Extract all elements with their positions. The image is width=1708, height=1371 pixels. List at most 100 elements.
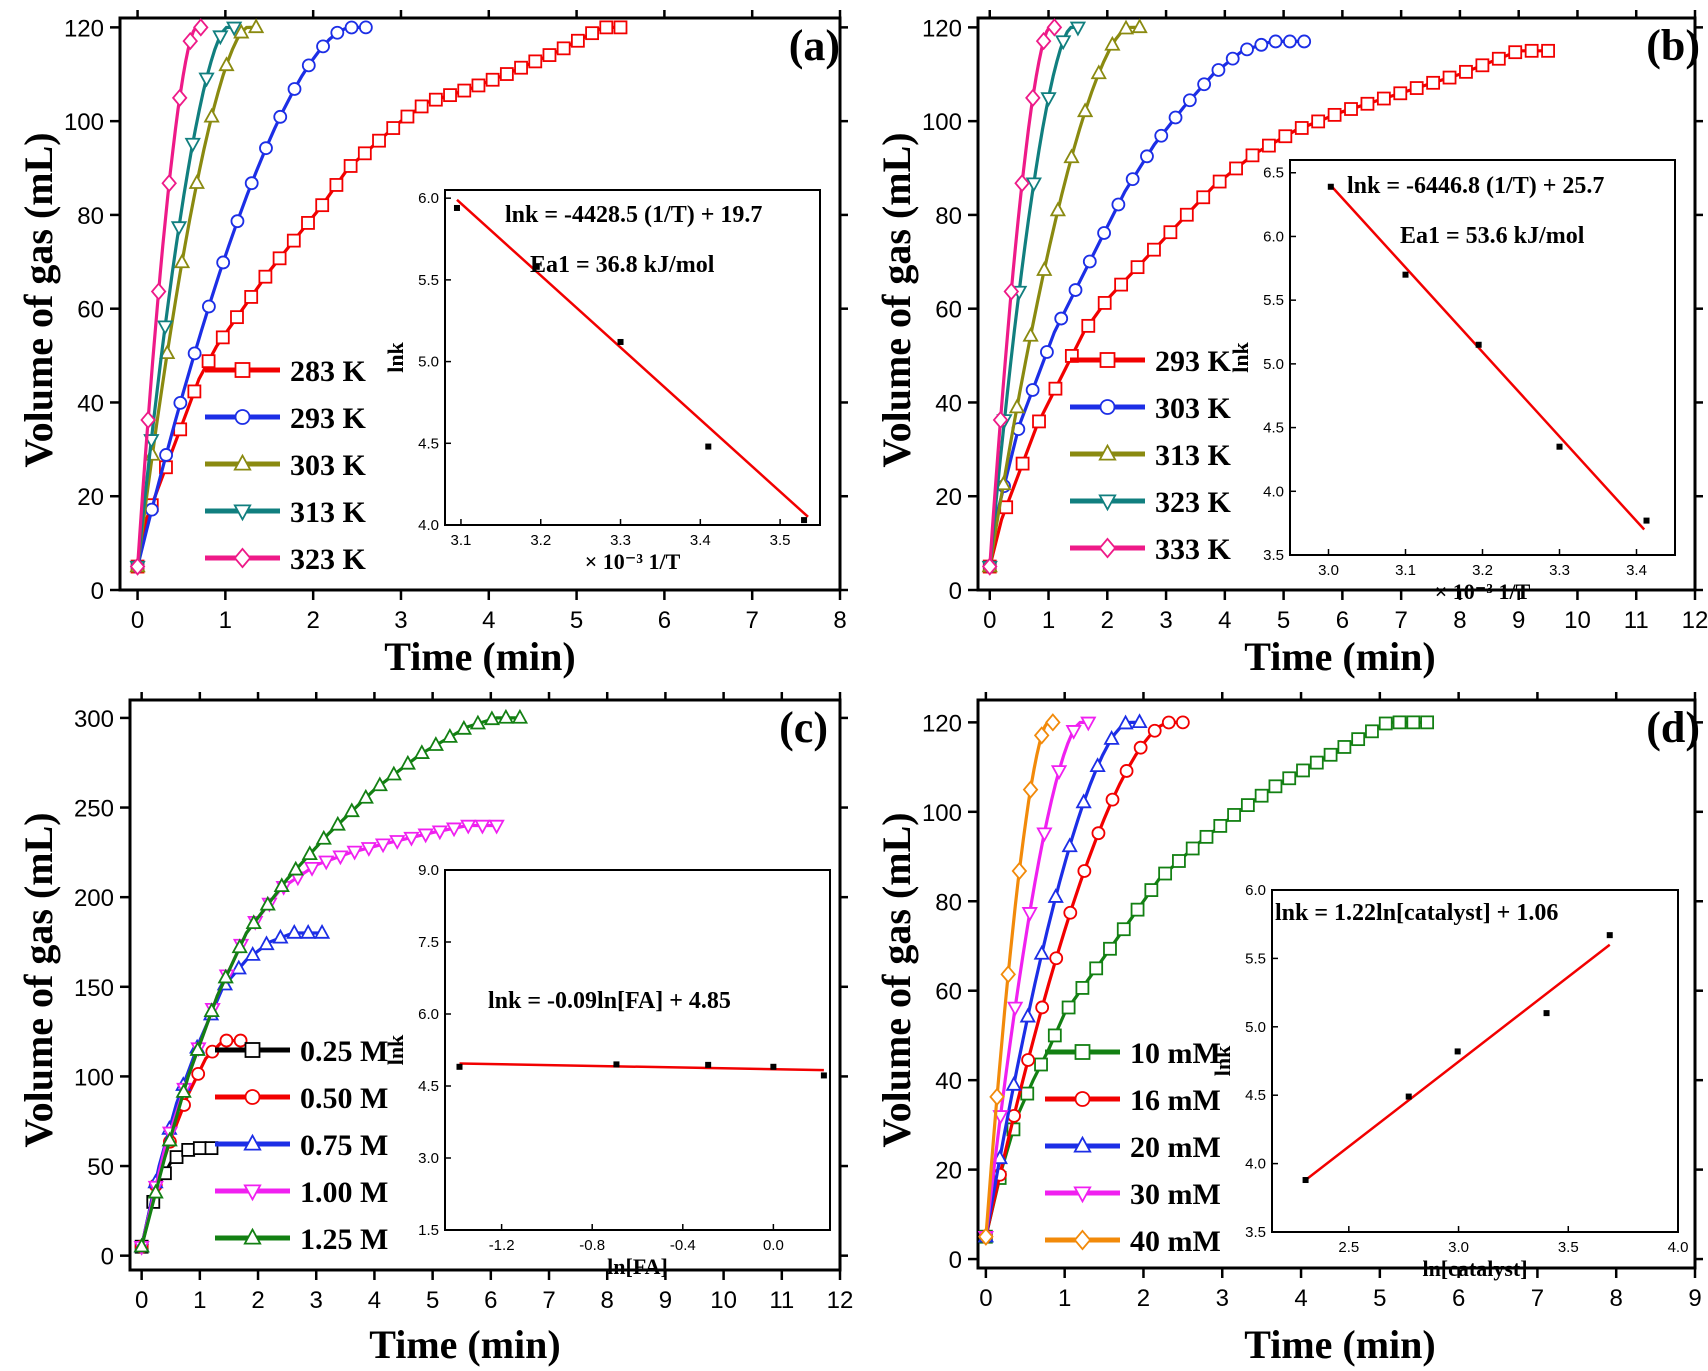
- data-point: [1117, 714, 1134, 730]
- data-point: [483, 710, 501, 726]
- data-point: [259, 895, 276, 911]
- y-tick-label: 300: [74, 706, 114, 733]
- data-point: [212, 30, 229, 46]
- inset-y-tick-label: 1.5: [418, 1222, 439, 1239]
- series-313-K: [981, 18, 1148, 573]
- data-point: [216, 255, 231, 270]
- data-point: [133, 1237, 150, 1253]
- series-line: [140, 716, 520, 1248]
- y-tick-label: 60: [935, 297, 962, 324]
- data-point: [1161, 715, 1176, 730]
- inset-data-point: [820, 1072, 827, 1079]
- legend-marker: [243, 1227, 262, 1245]
- data-point: [286, 923, 303, 939]
- legend-label: 10 mM: [1130, 1037, 1221, 1070]
- data-point: [1229, 161, 1243, 176]
- data-point: [1075, 793, 1092, 809]
- data-point: [181, 1143, 196, 1157]
- inset-y-tick-label: 4.0: [1245, 1156, 1266, 1173]
- data-point: [159, 344, 176, 360]
- inset-y-tick-label: 6.0: [418, 1006, 439, 1023]
- data-point: [215, 330, 230, 345]
- data-point: [244, 290, 259, 304]
- inset-frame: [1271, 889, 1679, 1233]
- y-tick-label: 80: [77, 203, 104, 230]
- data-point: [346, 845, 363, 861]
- data-point: [316, 39, 330, 54]
- inset-y-tick-label: 4.0: [1263, 483, 1284, 500]
- data-point: [1049, 201, 1066, 217]
- data-point: [1182, 93, 1197, 108]
- inset-x-tick-label: 3.2: [530, 532, 551, 549]
- x-tick-label: 9: [1512, 607, 1525, 634]
- inset-x-tick-label: 4.0: [1668, 1239, 1689, 1256]
- data-point: [1254, 788, 1269, 803]
- data-point: [999, 500, 1014, 515]
- data-point: [1344, 102, 1358, 116]
- legend-marker: [243, 1184, 262, 1202]
- inset-y-axis-title: lnk: [383, 1034, 408, 1065]
- legend-label: 0.50 M: [300, 1082, 388, 1115]
- inset-x-tick-label: -0.8: [579, 1237, 605, 1254]
- series-line: [136, 25, 621, 567]
- data-point: [1240, 798, 1255, 813]
- data-point: [1420, 715, 1435, 730]
- data-point: [389, 835, 406, 850]
- data-point: [1442, 70, 1457, 85]
- legend-label: 293 K: [1155, 345, 1232, 378]
- data-point: [1075, 981, 1090, 995]
- inset-frame: [444, 869, 831, 1231]
- data-point: [1376, 91, 1391, 106]
- data-point: [219, 1033, 234, 1048]
- data-point: [332, 850, 349, 866]
- data-point: [357, 788, 374, 804]
- x-tick-label: 7: [746, 607, 759, 634]
- data-point: [1105, 792, 1120, 807]
- data-point: [1040, 345, 1054, 359]
- y-tick-label: 120: [922, 15, 962, 42]
- data-point: [1089, 961, 1104, 976]
- inset-data-point: [1475, 341, 1482, 348]
- plot-frame: [976, 698, 1697, 1270]
- x-axis-title: Time (min): [369, 1322, 560, 1367]
- data-point: [992, 410, 1009, 430]
- data-point: [599, 20, 614, 35]
- legend-label: 1.25 M: [300, 1223, 388, 1256]
- data-point: [385, 765, 402, 781]
- data-point: [173, 422, 188, 437]
- inset-x-tick-label: 3.3: [1549, 562, 1570, 579]
- data-point: [344, 20, 359, 35]
- data-point: [301, 58, 316, 73]
- data-point: [1035, 31, 1052, 51]
- data-point: [258, 935, 275, 951]
- data-point: [1199, 829, 1214, 844]
- data-point: [1069, 21, 1087, 37]
- x-tick-label: 6: [484, 1287, 497, 1314]
- data-point: [230, 214, 245, 229]
- data-point: [1040, 92, 1057, 107]
- legend-label: 16 mM: [1130, 1084, 1221, 1117]
- data-point: [1172, 854, 1186, 868]
- data-point: [1262, 138, 1276, 153]
- data-point: [488, 819, 505, 835]
- data-point: [1213, 818, 1228, 833]
- legend-label: 313 K: [290, 496, 367, 529]
- legend-label: 323 K: [1155, 486, 1232, 519]
- data-point: [1116, 922, 1131, 937]
- x-tick-label: 6: [1452, 1285, 1465, 1312]
- fit-equation: lnk = 1.22ln[catalyst] + 1.06: [1275, 900, 1558, 926]
- data-point: [1541, 43, 1555, 58]
- data-point: [457, 83, 472, 98]
- y-tick-label: 120: [922, 710, 962, 737]
- y-tick-label: 100: [922, 800, 962, 827]
- inset-y-tick-label: 6.5: [1263, 165, 1284, 182]
- data-point: [357, 146, 372, 161]
- y-tick-label: 200: [74, 885, 114, 912]
- legend-marker: [1098, 537, 1117, 559]
- data-point: [329, 178, 344, 192]
- legend-marker: [234, 362, 251, 378]
- data-point: [1130, 902, 1145, 917]
- data-point: [1196, 190, 1211, 205]
- data-point: [218, 56, 235, 72]
